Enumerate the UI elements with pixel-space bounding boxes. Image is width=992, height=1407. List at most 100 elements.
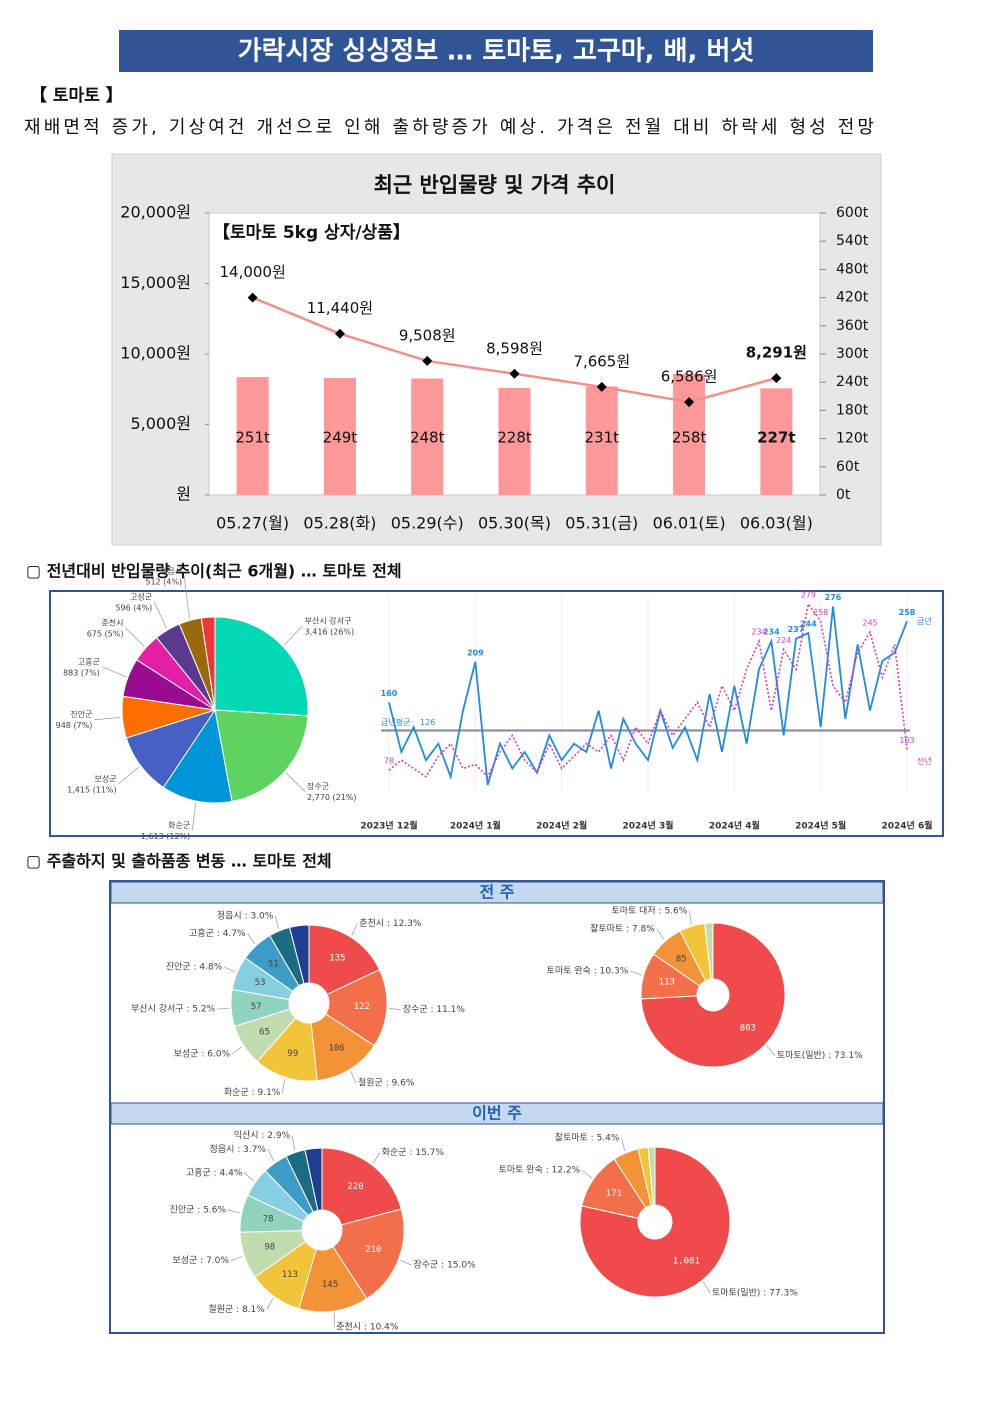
heading: ▢ 전년대비 반입물량 추이(최근 6개월) … 토마토 전체	[26, 562, 402, 581]
price-label: 8,291원	[746, 344, 807, 362]
slice-label: 화순군 : 15.7%	[382, 1147, 445, 1158]
x-tick-label: 2023년 12월	[360, 820, 417, 832]
annotation: 【토마토 5kg 상자/상품】	[213, 222, 410, 243]
slice-value: 135	[329, 954, 345, 964]
week-title: 이번 주	[472, 1104, 522, 1123]
slice-value: 78	[263, 1214, 274, 1224]
slice-label: 보성군 : 7.0%	[172, 1255, 229, 1266]
slice-value: 596 (4%)	[115, 603, 152, 612]
slice-value: 122	[354, 1002, 370, 1012]
y2-tick-label: 300t	[836, 346, 869, 362]
slice-label: 고성군	[130, 592, 152, 601]
slice-label: 화순군 : 9.1%	[224, 1087, 281, 1098]
y2-tick-label: 60t	[836, 459, 860, 475]
y-tick-label: 5,000원	[130, 414, 191, 433]
week-title: 전 주	[479, 883, 514, 902]
slice-label: 화순군	[168, 821, 190, 830]
y-tick-label: 10,000원	[120, 344, 191, 363]
slice-label: 보성군	[95, 774, 117, 783]
slice-label: 진안군 : 4.8%	[166, 961, 223, 972]
point-label: 103	[899, 736, 914, 745]
price-label: 14,000원	[219, 263, 285, 281]
point-label: 224	[776, 636, 791, 645]
slice-value: 210	[365, 1245, 381, 1255]
slice-value: 98	[264, 1243, 275, 1253]
slice-label: 익산시 : 2.9%	[234, 1129, 291, 1141]
bar-label: 227t	[757, 429, 795, 447]
slice-value: 220	[347, 1182, 363, 1192]
slice-value: 2,770 (21%)	[307, 793, 356, 802]
point-label: 258	[899, 608, 916, 617]
point-label: 276	[825, 593, 842, 602]
point-label: 234	[751, 628, 766, 637]
slice-value: 675 (5%)	[87, 629, 124, 638]
slice-label: 보성군 : 6.0%	[174, 1049, 231, 1060]
slice-value: 171	[606, 1189, 622, 1199]
slice-value: 883 (7%)	[63, 668, 100, 677]
slice-label: 고흥군	[78, 656, 100, 666]
slice-value: 3,416 (26%)	[305, 627, 354, 636]
y-tick-label: 20,000원	[120, 203, 191, 222]
bar-label: 248t	[410, 429, 445, 447]
x-tick-label: 05.29(수)	[391, 514, 464, 533]
y-tick-label: 원	[176, 485, 191, 504]
slice-label: 부산시 강서구 : 5.2%	[131, 1004, 216, 1015]
point-label: 245	[862, 619, 877, 628]
series-name: 금년	[917, 616, 932, 626]
slice-label: 진안군 : 5.6%	[170, 1204, 227, 1215]
slice-label: 춘천시 : 12.3%	[359, 918, 422, 929]
point-label: 209	[467, 648, 484, 657]
x-tick-label: 2024년 2월	[536, 820, 587, 832]
y2-tick-label: 480t	[836, 261, 869, 277]
y2-tick-label: 0t	[836, 487, 851, 503]
point-label: 78	[384, 757, 394, 766]
slice-value: 113	[659, 978, 675, 988]
slice-label: 춘천시	[101, 617, 123, 627]
y2-tick-label: 540t	[836, 233, 869, 249]
slice-value: 1,081	[673, 1256, 700, 1266]
slice-label: 춘천시 : 10.4%	[336, 1321, 399, 1332]
slice-label: 정읍시	[160, 565, 182, 575]
page-title: 가락시장 싱싱정보 … 토마토, 고구마, 배, 버섯	[238, 37, 755, 67]
slice-label: 진안군	[70, 709, 92, 719]
x-tick-label: 06.03(월)	[740, 514, 813, 533]
slice-value: 948 (7%)	[56, 721, 93, 730]
slice-value: 57	[251, 1002, 262, 1012]
summary: 재배면적 증가, 기상여건 개선으로 인해 출하량증가 예상. 가격은 전월 대…	[24, 117, 874, 138]
y2-tick-label: 180t	[836, 402, 869, 418]
slice-label: 장수군	[307, 781, 329, 791]
x-tick-label: 05.28(화)	[303, 514, 376, 533]
slice-value: 1,415 (11%)	[67, 785, 116, 794]
slice-value: 113	[282, 1270, 298, 1280]
price-label: 11,440원	[307, 299, 373, 317]
slice-label: 장수군 : 15.0%	[413, 1260, 476, 1271]
average-value: 126	[420, 718, 435, 727]
slice-value: 145	[322, 1280, 338, 1290]
x-tick-label: 05.27(월)	[216, 514, 289, 533]
slice-value: 803	[740, 1024, 756, 1034]
slice-value: 53	[255, 978, 266, 988]
slice-label: 찰토마토 : 5.4%	[555, 1133, 620, 1144]
x-tick-label: 05.30(목)	[478, 514, 551, 533]
price-label: 8,598원	[486, 339, 543, 357]
slice-label: 토마토 대저 : 5.6%	[611, 905, 687, 916]
price-label: 7,665원	[573, 352, 630, 370]
slice-label: 토마토 완숙 : 12.2%	[499, 1165, 581, 1176]
price-label: 6,586원	[661, 368, 718, 386]
slice-value: 106	[328, 1044, 344, 1054]
x-tick-label: 2024년 5월	[795, 820, 846, 832]
slice-label: 고흥군 : 4.7%	[189, 927, 246, 939]
slice-value: 85	[676, 954, 687, 964]
x-tick-label: 05.31(금)	[565, 514, 638, 533]
average-label: 금년평균	[381, 717, 410, 727]
point-label: 160	[381, 689, 398, 698]
slice-label: 부산시 강서구	[305, 615, 352, 625]
x-tick-label: 2024년 4월	[709, 820, 760, 832]
price-label: 9,508원	[399, 326, 456, 344]
slice-label: 고흥군 : 4.4%	[186, 1166, 243, 1178]
slice-label: 철원군 : 9.6%	[358, 1078, 415, 1089]
slice-value: 65	[259, 1027, 270, 1037]
y2-tick-label: 600t	[836, 205, 869, 221]
y2-tick-label: 420t	[836, 290, 869, 306]
